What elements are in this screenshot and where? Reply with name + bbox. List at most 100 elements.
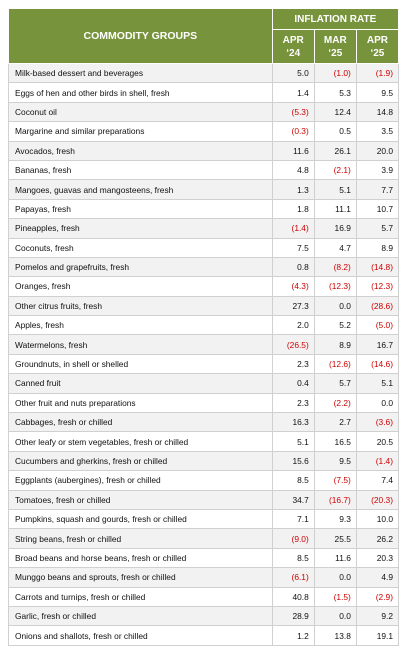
table-row: Tomatoes, fresh or chilled 34.7 (16.7) (20.… xyxy=(8,490,400,510)
inflation-value: (14.8) xyxy=(356,257,400,278)
period-row: APR ‘24 MAR ‘25 APR ‘25 xyxy=(9,29,400,64)
commodity-name: Other citrus fruits, fresh xyxy=(8,296,273,317)
commodity-name: Apples, fresh xyxy=(8,315,273,336)
inflation-value: (1.4) xyxy=(356,451,400,472)
inflation-value: 5.7 xyxy=(314,373,357,394)
commodity-name: Cabbages, fresh or chilled xyxy=(8,412,273,433)
commodity-name: Oranges, fresh xyxy=(8,276,273,297)
inflation-value: 5.2 xyxy=(314,315,357,336)
inflation-value: 34.7 xyxy=(272,490,315,510)
commodity-name: Margarine and similar preparations xyxy=(8,121,273,142)
inflation-value: (8.2) xyxy=(314,257,357,278)
table-row: Garlic, fresh or chilled 28.9 0.0 9.2 xyxy=(8,606,400,627)
table-row: Canned fruit 0.4 5.7 5.1 xyxy=(8,373,400,394)
inflation-value: 16.5 xyxy=(314,431,357,452)
commodity-name: Tomatoes, fresh or chilled xyxy=(8,490,273,510)
commodity-name: Watermelons, fresh xyxy=(8,334,273,355)
inflation-value: 0.0 xyxy=(314,567,357,588)
inflation-value: 1.3 xyxy=(272,179,315,200)
inflation-value: 20.3 xyxy=(356,548,400,569)
inflation-value: (1.9) xyxy=(356,63,400,84)
inflation-value: 5.0 xyxy=(272,63,315,84)
inflation-value: (12.3) xyxy=(314,276,357,297)
inflation-value: 10.7 xyxy=(356,199,400,220)
inflation-value: (14.6) xyxy=(356,354,400,375)
header-row: COMMODITY GROUPS INFLATION RATE xyxy=(8,8,400,64)
commodity-name: Avocados, fresh xyxy=(8,141,273,161)
inflation-value: 13.8 xyxy=(314,625,357,646)
period-header: APR ‘24 xyxy=(271,29,315,64)
inflation-value: 8.9 xyxy=(356,238,400,258)
inflation-value: 9.3 xyxy=(314,509,357,530)
inflation-value: 8.5 xyxy=(272,548,315,569)
inflation-value: 40.8 xyxy=(272,587,315,607)
table-row: Groundnuts, in shell or shelled 2.3 (12.6)… xyxy=(8,354,400,375)
inflation-value: 25.5 xyxy=(314,528,357,549)
inflation-value: 5.7 xyxy=(356,218,400,239)
period-year: ‘25 xyxy=(328,47,343,59)
inflation-value: 5.1 xyxy=(356,373,400,394)
period-header: APR ‘25 xyxy=(355,29,400,64)
inflation-value: 11.6 xyxy=(314,548,357,569)
inflation-value: 26.2 xyxy=(356,528,400,549)
table-row: Coconuts, fresh 7.5 4.7 8.9 xyxy=(8,238,400,258)
inflation-value: (7.5) xyxy=(314,470,357,491)
table-row: Other fruit and nuts preparations 2.3 (2.2… xyxy=(8,393,400,414)
period-year: ‘25 xyxy=(370,47,385,59)
inflation-value: 7.5 xyxy=(272,238,315,258)
inflation-value: 20.0 xyxy=(356,141,400,161)
inflation-value: 15.6 xyxy=(272,451,315,472)
inflation-value: (2.9) xyxy=(356,587,400,607)
commodity-name: Garlic, fresh or chilled xyxy=(8,606,273,627)
inflation-value: 2.0 xyxy=(272,315,315,336)
table-header: COMMODITY GROUPS INFLATION RATE APR ‘24 MA… xyxy=(8,8,400,64)
inflation-value: 1.2 xyxy=(272,625,315,646)
inflation-value: 16.3 xyxy=(272,412,315,433)
inflation-value: (2.1) xyxy=(314,160,357,181)
commodity-name: Coconut oil xyxy=(8,102,273,123)
inflation-value: 8.5 xyxy=(272,470,315,491)
inflation-value: 4.8 xyxy=(272,160,315,181)
commodity-name: Canned fruit xyxy=(8,373,273,394)
inflation-value: 8.9 xyxy=(314,334,357,355)
period-month: APR xyxy=(366,34,388,46)
table-row: Broad beans and horse beans, fresh or ch… xyxy=(8,548,400,569)
inflation-value: (2.2) xyxy=(314,393,357,414)
commodity-name: Pomelos and grapefruits, fresh xyxy=(8,257,273,278)
inflation-value: 9.5 xyxy=(314,451,357,472)
inflation-table: COMMODITY GROUPS INFLATION RATE APR ‘24 MA… xyxy=(8,8,400,646)
commodity-name: Pumpkins, squash and gourds, fresh or ch… xyxy=(8,509,273,530)
inflation-value: 16.7 xyxy=(356,334,400,355)
table-row: Cabbages, fresh or chilled 16.3 2.7 (3.6) xyxy=(8,412,400,433)
inflation-value: 4.7 xyxy=(314,238,357,258)
inflation-value: (28.6) xyxy=(356,296,400,317)
rate-header: INFLATION RATE xyxy=(271,8,400,30)
inflation-value: 7.1 xyxy=(272,509,315,530)
inflation-value: 3.9 xyxy=(356,160,400,181)
inflation-value: 2.3 xyxy=(272,354,315,375)
inflation-value: 2.7 xyxy=(314,412,357,433)
commodity-name: Onions and shallots, fresh or chilled xyxy=(8,625,273,646)
page: COMMODITY GROUPS INFLATION RATE APR ‘24 MA… xyxy=(8,8,400,646)
table-row: String beans, fresh or chilled (9.0) 25.5 2… xyxy=(8,528,400,549)
commodity-name: Other leafy or stem vegetables, fresh or… xyxy=(8,431,273,452)
table-row: Milk-based dessert and beverages 5.0 (1.0)… xyxy=(8,63,400,84)
inflation-value: 26.1 xyxy=(314,141,357,161)
commodity-name: Eggs of hen and other birds in shell, fr… xyxy=(8,82,273,103)
inflation-value: 0.0 xyxy=(314,606,357,627)
inflation-value: (4.3) xyxy=(272,276,315,297)
inflation-value: 7.4 xyxy=(356,470,400,491)
table-row: Pumpkins, squash and gourds, fresh or ch… xyxy=(8,509,400,530)
inflation-value: 19.1 xyxy=(356,625,400,646)
table-row: Margarine and similar preparations (0.3) 0… xyxy=(8,121,400,142)
inflation-value: 20.5 xyxy=(356,431,400,452)
commodity-name: Carrots and turnips, fresh or chilled xyxy=(8,587,273,607)
table-row: Carrots and turnips, fresh or chilled 40.… xyxy=(8,587,400,607)
inflation-value: 14.8 xyxy=(356,102,400,123)
table-row: Avocados, fresh 11.6 26.1 20.0 xyxy=(8,141,400,161)
inflation-value: (1.4) xyxy=(272,218,315,239)
inflation-value: 9.5 xyxy=(356,82,400,103)
inflation-value: (12.6) xyxy=(314,354,357,375)
table-row: Eggplants (aubergines), fresh or chilled… xyxy=(8,470,400,491)
inflation-value: 0.8 xyxy=(272,257,315,278)
